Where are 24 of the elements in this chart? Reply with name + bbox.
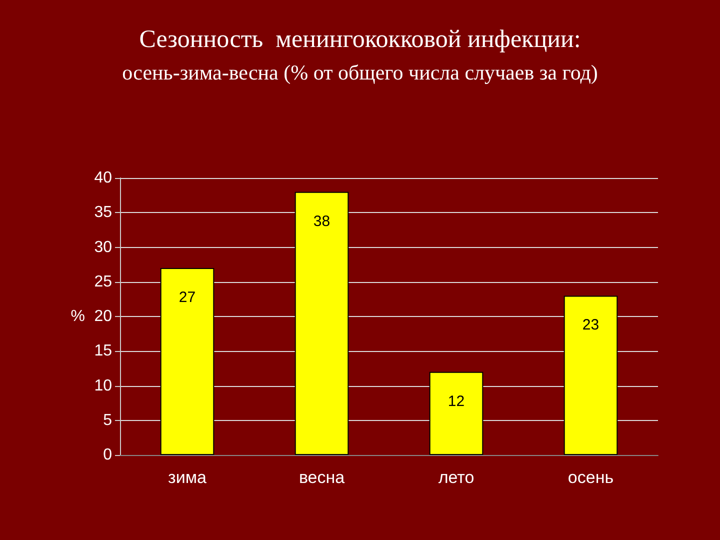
y-tick-label: 20 <box>94 308 112 325</box>
data-label: 23 <box>582 316 600 334</box>
y-tick-label: 30 <box>94 238 112 256</box>
x-tick-label: лето <box>438 468 474 487</box>
x-tick-label: осень <box>568 468 614 487</box>
data-label: 12 <box>448 392 465 410</box>
bar <box>429 372 484 455</box>
data-label: 27 <box>178 289 196 306</box>
y-tick-label: 15 <box>94 342 112 360</box>
y-tick-label: 10 <box>94 377 112 394</box>
bar <box>294 192 349 455</box>
x-tick-label: зима <box>168 468 208 487</box>
y-tick-label: 5 <box>103 412 112 429</box>
y-tick-label: 0 <box>103 446 112 464</box>
y-tick-label: 25 <box>94 273 112 290</box>
y-axis-title: % <box>70 308 85 325</box>
x-tick-label: весна <box>298 468 346 487</box>
y-tick-label: 35 <box>94 204 112 222</box>
bar <box>160 268 214 455</box>
y-tick-label: 40 <box>94 170 112 186</box>
data-label: 38 <box>313 212 330 230</box>
bar <box>564 296 618 455</box>
chart-title: Сезонность менингококковой инфекции: <box>139 26 581 53</box>
chart-subtitle: осень-зима-весна (% от общего числа случаев за год) <box>122 60 598 84</box>
